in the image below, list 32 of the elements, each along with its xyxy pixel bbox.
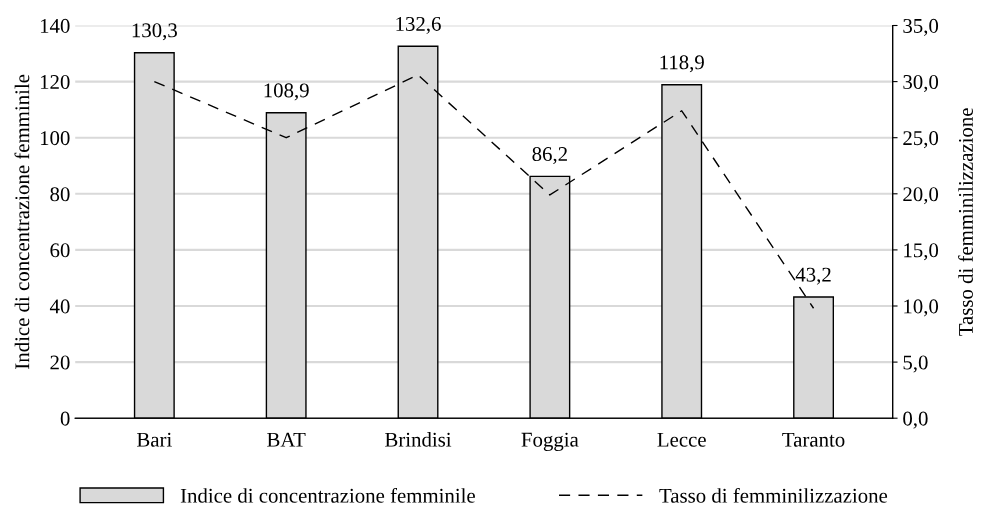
y-tick-label: 120 xyxy=(40,74,70,90)
y-tick-label: 20 xyxy=(50,355,70,370)
x-tick-label: BAT xyxy=(267,432,306,447)
data-label: 43,2 xyxy=(795,267,831,285)
x-tick-label: Bari xyxy=(137,432,172,447)
y2-tick-label: 10,0 xyxy=(904,299,939,317)
x-tick-label: Taranto xyxy=(782,432,845,447)
y2-axis-title: Tasso di femminilizzazione xyxy=(958,108,973,336)
data-label: 130,3 xyxy=(132,23,177,41)
y2-tick-label: 15,0 xyxy=(904,243,939,261)
y-tick-label: 60 xyxy=(50,243,70,258)
y2-tick-label: 20,0 xyxy=(903,187,939,205)
y-tick-label: 40 xyxy=(49,299,70,314)
y-tick-label: 140 xyxy=(40,18,70,33)
x-tick-label: Brindisi xyxy=(385,432,452,447)
data-label: 86,2 xyxy=(532,147,567,165)
x-tick-label: Lecce xyxy=(657,432,706,447)
y-tick-label: 100 xyxy=(40,131,70,146)
y-tick-label: 0 xyxy=(60,411,70,426)
y-axis-title: Indice di concentrazione femminile xyxy=(14,74,30,369)
x-tick-label: Foggia xyxy=(521,432,579,451)
data-label: 118,9 xyxy=(660,55,704,73)
data-label: 108,9 xyxy=(264,83,309,101)
legend-label: Tasso di femminilizzazione xyxy=(659,487,888,503)
y2-tick-label: 0,0 xyxy=(903,411,928,429)
data-label: 132,6 xyxy=(396,16,441,34)
y-tick-label: 80 xyxy=(50,187,70,202)
y2-tick-label: 5,0 xyxy=(903,355,928,373)
legend-label: Indice di concentrazione femminile xyxy=(180,487,475,503)
y2-tick-label: 35,0 xyxy=(903,18,939,36)
y2-tick-label: 30,0 xyxy=(903,74,939,93)
y2-tick-label: 25,0 xyxy=(903,131,939,149)
